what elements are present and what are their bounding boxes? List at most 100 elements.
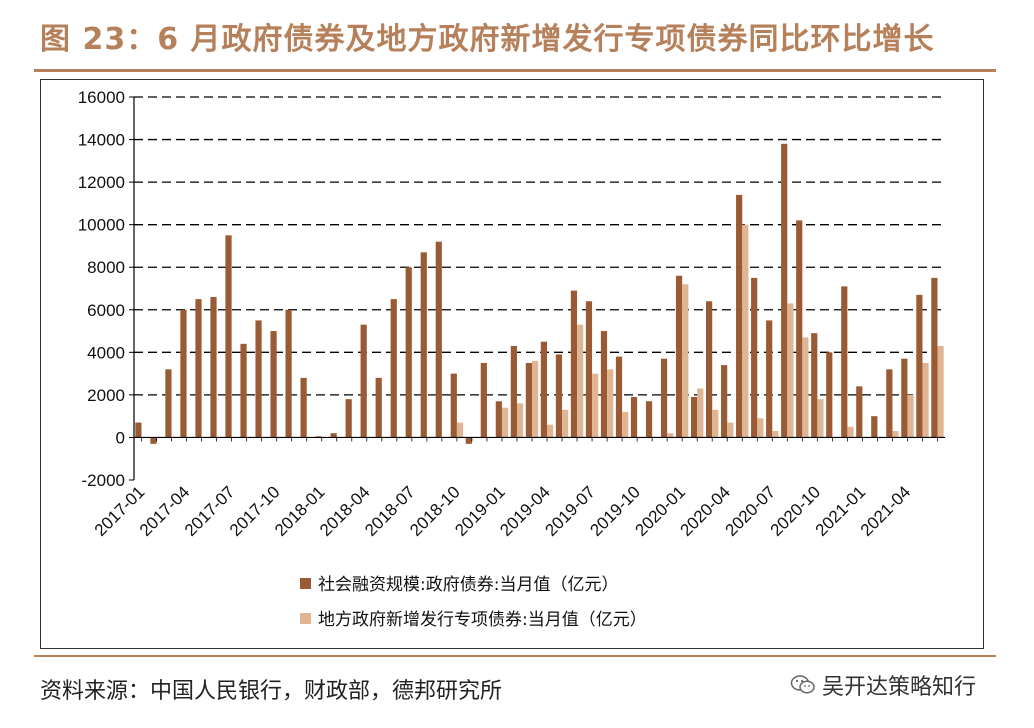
y-tick-label: 6000 [87, 301, 125, 320]
bar-series2 [907, 394, 914, 438]
bar-series2 [577, 324, 584, 438]
bar-series2 [757, 418, 764, 438]
bar-series1 [165, 369, 172, 438]
legend-label-series1: 社会融资规模:政府债券:当月值（亿元） [318, 575, 618, 595]
bar-series1 [690, 397, 698, 438]
bar-series2 [501, 407, 509, 438]
chart-frame [40, 79, 984, 649]
bar-series1 [751, 277, 758, 438]
bar-series1 [465, 437, 472, 444]
bar-series1 [796, 220, 803, 438]
bar-series1 [916, 294, 923, 438]
bar-series1 [555, 354, 563, 438]
bar-series1 [826, 352, 833, 438]
bar-series2 [712, 409, 719, 438]
bar-series1 [150, 437, 157, 444]
bar-series1 [871, 416, 878, 438]
legend-label-series2: 地方政府新增发行专项债券:当月值（亿元） [318, 610, 647, 630]
bar-series1 [645, 401, 653, 438]
bar-series1 [510, 345, 517, 438]
bar-series1 [675, 275, 683, 438]
bar-series1 [615, 356, 623, 438]
bar-series1 [660, 358, 668, 438]
bar-series1 [931, 277, 938, 438]
bar-series2 [667, 433, 674, 438]
bar-series1 [180, 309, 187, 438]
y-tick-labels: 16000 14000 12000 10000 8000 6000 4000 2000 0 -20… [78, 88, 125, 490]
bar-series1 [420, 252, 427, 438]
bar-series2 [892, 431, 899, 438]
x-tick-labels: 2017-012017-042017-072017-102018-012018-… [91, 482, 914, 540]
y-tick-label: 16000 [78, 88, 125, 107]
bar-series1 [525, 362, 532, 438]
y-tick-label: 8000 [87, 258, 125, 277]
y-tick-label: 0 [116, 428, 125, 447]
legend-swatch-series1 [300, 578, 311, 589]
bar-series1 [270, 331, 277, 438]
bar-series2 [547, 424, 554, 438]
bar-series1 [736, 194, 743, 438]
bar-series1 [255, 320, 262, 438]
bar-series1 [405, 267, 412, 438]
bar-series1 [285, 309, 292, 438]
bar-series1 [135, 422, 142, 438]
bar-series1 [495, 401, 502, 438]
title-rule [34, 69, 996, 72]
axes [129, 96, 945, 481]
y-tick-label: -2000 [82, 471, 125, 490]
bar-series2 [607, 369, 614, 438]
bar-series2 [727, 422, 734, 438]
bar-series1 [901, 358, 908, 438]
bar-series1 [210, 297, 217, 438]
source-rule [34, 655, 996, 657]
bars [135, 143, 944, 444]
bar-series2 [456, 422, 464, 438]
bar-series1 [480, 362, 487, 438]
bar-series1 [585, 301, 593, 438]
bar-series2 [937, 345, 944, 438]
bar-series1 [630, 397, 638, 438]
watermark: 吴开达策略知行 [790, 669, 976, 701]
y-tick-label: 12000 [78, 173, 125, 192]
bar-series1 [360, 324, 367, 438]
bar-series2 [562, 409, 569, 438]
bar-series1 [240, 343, 247, 438]
bar-series1 [886, 369, 893, 438]
bar-series1 [195, 299, 202, 438]
y-tick-label: 4000 [87, 343, 125, 362]
legend: 社会融资规模:政府债券:当月值（亿元） 地方政府新增发行专项债券:当月值（亿元） [300, 575, 647, 630]
bar-series2 [922, 362, 929, 438]
bar-series2 [682, 284, 689, 438]
wechat-icon [790, 675, 815, 694]
bar-series1 [766, 320, 773, 438]
y-tick-label: 2000 [87, 386, 125, 405]
x-tick-label: 2021-04 [857, 482, 915, 540]
bar-series1 [345, 399, 352, 438]
gridlines [134, 96, 945, 396]
y-tick-label: 14000 [78, 131, 125, 150]
bar-series1 [811, 333, 818, 438]
bar-series2 [516, 403, 524, 438]
bar-series1 [706, 301, 713, 438]
chart-title: 图 23：6 月政府债券及地方政府新增发行专项债券同比环比增长 [40, 22, 935, 57]
bar-series1 [570, 290, 578, 438]
bar-series2 [697, 388, 704, 438]
legend-swatch-series2 [300, 613, 311, 624]
bar-series1 [721, 365, 728, 438]
bar-series2 [531, 360, 539, 438]
bar-series2 [787, 303, 794, 438]
bar-series2 [802, 337, 809, 438]
bar-series2 [742, 224, 749, 438]
bar-series1 [375, 377, 382, 438]
watermark-text: 吴开达策略知行 [822, 675, 977, 700]
bar-series1 [390, 299, 397, 438]
bar-series1 [300, 377, 307, 438]
bar-series1 [856, 386, 863, 438]
bar-series1 [225, 235, 232, 438]
bar-series1 [450, 373, 457, 438]
bar-series2 [772, 431, 779, 438]
bar-series1 [540, 341, 548, 438]
bar-series1 [841, 286, 848, 438]
bar-series2 [847, 426, 854, 438]
bar-series1 [330, 433, 337, 438]
